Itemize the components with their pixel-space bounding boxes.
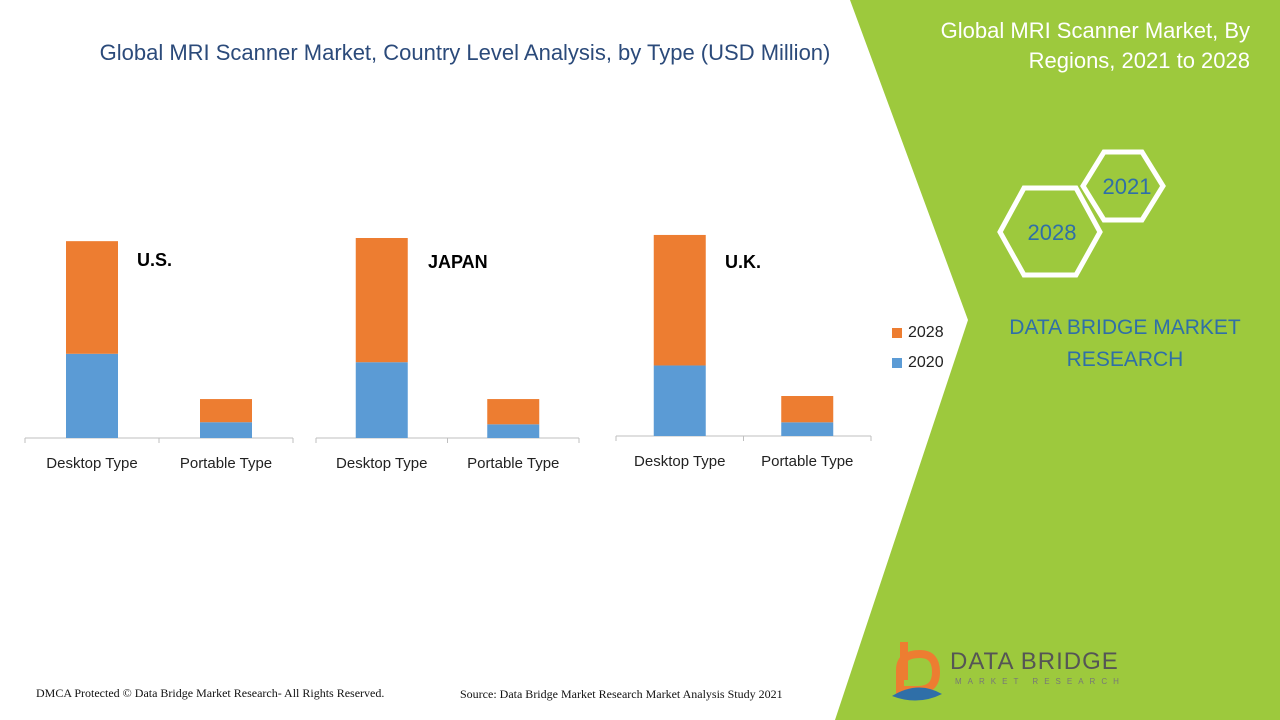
chart-u-k: U.K. Desktop Type Portable Type [615,234,872,470]
brand-line1: DATA BRIDGE MARKET [1009,316,1241,339]
legend-item-2028: 2028 [892,318,944,348]
legend-swatch-2028 [892,328,902,338]
chart-japan: JAPAN Desktop Type Portable Type [315,238,580,472]
bar-japan-desktop-type-2020 [355,362,408,438]
logo-tagline: MARKET RESEARCH [955,677,1125,686]
bar-u-k-portable-type-2028 [781,396,834,423]
legend-label-2028: 2028 [908,324,944,341]
legend: 2028 2020 [892,318,944,378]
hexagon-2021 [1080,149,1166,223]
x-tick-label: Desktop Type [634,453,725,470]
source-text: Source: Data Bridge Market Research Mark… [460,687,783,701]
bar-u-k-desktop-type-2020 [653,365,706,436]
bar-u-s-portable-type-2028 [200,399,252,423]
bar-u-s-desktop-type-2028 [66,241,118,354]
logo-mark-icon [892,642,942,701]
brand-line2: RESEARCH [1066,348,1184,371]
side-title-line2: Regions, 2021 to 2028 [1028,48,1250,73]
side-panel-title: Global MRI Scanner Market, By Regions, 2… [830,16,1250,76]
bar-u-s-desktop-type-2020 [66,353,118,438]
brand-text: DATA BRIDGE MARKET RESEARCH [990,312,1260,376]
bar-japan-portable-type-2020 [487,424,540,438]
hex-year-2021: 2021 [1102,174,1152,199]
x-tick-label: Portable Type [180,455,272,472]
chart-u-s: U.S. Desktop Type Portable Type [24,241,294,472]
hex-year-2028: 2028 [1027,220,1077,245]
bar-japan-desktop-type-2028 [355,238,408,363]
x-tick-label: Desktop Type [336,455,427,472]
chart-title-u-s: U.S. [137,250,172,270]
legend-item-2020: 2020 [892,348,944,378]
bar-japan-portable-type-2028 [487,399,540,425]
x-tick-label: Portable Type [467,455,559,472]
copyright-text: DMCA Protected © Data Bridge Market Rese… [36,686,385,700]
bar-u-k-portable-type-2020 [781,422,834,436]
x-tick-label: Desktop Type [46,455,137,472]
chart-title-u-k: U.K. [725,252,761,272]
legend-label-2020: 2020 [908,354,944,371]
bar-u-s-portable-type-2020 [200,422,252,438]
chart-title-japan: JAPAN [428,252,488,272]
chart-title: Global MRI Scanner Market, Country Level… [99,40,831,65]
logo-name: DATA BRIDGE [950,648,1119,675]
bar-u-k-desktop-type-2028 [653,234,706,366]
green-side-panel [835,0,1280,720]
side-title-line1: Global MRI Scanner Market, By [940,18,1250,43]
legend-swatch-2020 [892,358,902,368]
hexagon-2028 [997,185,1103,278]
x-tick-label: Portable Type [761,453,853,470]
